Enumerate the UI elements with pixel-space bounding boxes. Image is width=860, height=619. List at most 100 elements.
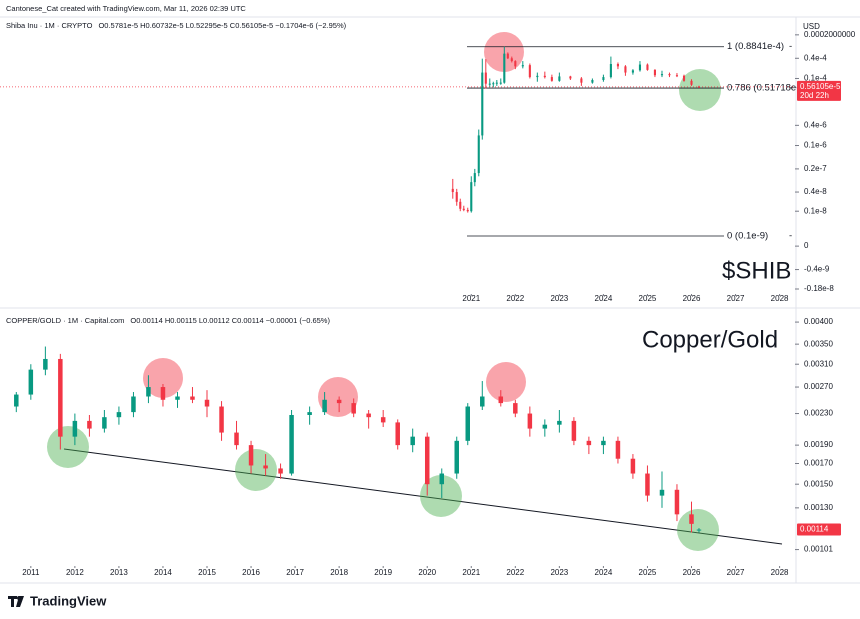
- candle-body: [488, 83, 491, 85]
- candle-body: [470, 182, 473, 212]
- candle-body: [160, 387, 166, 400]
- fib-dash: -: [789, 41, 792, 52]
- ohlc-legend: O0.00114 H0.00115 L0.00112 C0.00114 −0.0…: [130, 316, 330, 325]
- bottom-circle: [235, 449, 277, 491]
- candle-body: [307, 412, 312, 415]
- legend-title: Shiba Inu · 1M · CRYPTO: [6, 21, 93, 30]
- currency: USD: [803, 22, 820, 31]
- candle-body: [480, 396, 485, 407]
- candle-body: [263, 465, 268, 469]
- y-tick-label: 0.2e-7: [804, 164, 827, 173]
- candle-body: [615, 440, 621, 459]
- y-tick-label: 0.4e-6: [804, 120, 827, 129]
- x-tick-label: 2025: [639, 568, 657, 577]
- candle-body: [451, 188, 454, 193]
- y-tick-label: 0.00170: [804, 459, 833, 468]
- candle-body: [462, 208, 465, 210]
- bottom-circle: [47, 426, 89, 468]
- candle-body: [653, 69, 656, 76]
- y-tick-label: 0.4e-8: [804, 187, 827, 196]
- candle-body: [506, 53, 509, 59]
- candle-body: [514, 61, 517, 67]
- candle-body: [624, 66, 627, 73]
- candle-body: [43, 358, 48, 370]
- candle-body: [536, 75, 539, 78]
- candle-body: [454, 440, 459, 474]
- candle-body: [542, 424, 548, 429]
- x-tick-label: 2025: [639, 294, 657, 303]
- candle-body: [28, 369, 34, 395]
- candle-body: [645, 473, 650, 496]
- last-price-tag: [797, 523, 841, 536]
- countdown: 20d 22h: [800, 91, 829, 100]
- x-tick-label: 2017: [286, 568, 304, 577]
- candle-body: [609, 64, 612, 78]
- y-tick-label: -0.4e-9: [804, 265, 830, 274]
- candle-body: [631, 70, 634, 73]
- candle-body: [72, 420, 78, 437]
- brand: TradingView: [30, 593, 107, 608]
- candle-body: [439, 473, 445, 485]
- candle-body: [510, 58, 513, 62]
- y-tick-label: 0.00101: [804, 545, 833, 554]
- x-tick-label: 2022: [506, 294, 524, 303]
- x-tick-label: 2027: [727, 568, 745, 577]
- candle-body: [87, 420, 92, 429]
- y-tick-label: 0.00270: [804, 382, 833, 391]
- candle-body: [591, 80, 594, 83]
- candle-body: [660, 74, 664, 76]
- candle-body: [498, 396, 504, 404]
- candle-body: [586, 440, 592, 446]
- candle-body: [543, 75, 546, 78]
- candle-body: [495, 82, 498, 84]
- candle-body: [668, 74, 671, 76]
- candle-body: [234, 432, 239, 446]
- x-tick-label: 2021: [462, 568, 480, 577]
- y-tick-label: 0.00230: [804, 409, 833, 418]
- candle-body: [380, 417, 386, 423]
- top-circle: [143, 358, 183, 398]
- annotation: $SHIB: [722, 257, 791, 284]
- candle-body: [580, 78, 583, 83]
- credit: Cantonese_Cat created with TradingView.c…: [6, 4, 246, 13]
- x-tick-label: 2020: [418, 568, 436, 577]
- x-tick-label: 2024: [595, 294, 613, 303]
- last-price-tag: [797, 80, 841, 101]
- candle-body: [682, 75, 686, 81]
- candle-body: [459, 201, 462, 209]
- y-tick-label: 0.00400: [804, 317, 833, 326]
- x-tick-label: 2013: [110, 568, 128, 577]
- drawings: [47, 32, 783, 551]
- x-tick-label: 2012: [66, 568, 84, 577]
- candle-body: [569, 76, 572, 79]
- candle-body: [366, 413, 371, 418]
- y-tick-label: 0.00190: [804, 440, 833, 449]
- candle-body: [528, 65, 531, 78]
- x-tick-label: 2024: [595, 568, 613, 577]
- candle-body: [424, 436, 430, 485]
- candle-body: [190, 396, 195, 400]
- x-tick-label: 2014: [154, 568, 172, 577]
- bottom-circle: [420, 475, 462, 517]
- y-tick-label: 0.00350: [804, 339, 833, 348]
- last-price-label: 0.56105e-5: [800, 82, 841, 91]
- candle-body: [175, 396, 180, 400]
- x-tick-label: 2015: [198, 568, 216, 577]
- candle-body: [492, 83, 495, 85]
- candle-body: [616, 64, 619, 67]
- y-tick-label: 0: [804, 241, 809, 250]
- candle-body: [466, 209, 469, 212]
- fib-label: 0 (0.1e-9): [727, 231, 768, 242]
- last-price-label: 0.00114: [800, 525, 829, 534]
- candle-body: [558, 76, 561, 81]
- candle-body: [499, 82, 502, 84]
- fib-dash: -: [789, 231, 792, 242]
- x-tick-label: 2023: [550, 568, 568, 577]
- candle-body: [204, 399, 210, 407]
- candle-body: [131, 396, 136, 413]
- y-tick-label: 0.1e-8: [804, 206, 827, 215]
- candle-body: [473, 173, 476, 183]
- candle-body: [527, 413, 533, 429]
- candle-body: [102, 417, 107, 429]
